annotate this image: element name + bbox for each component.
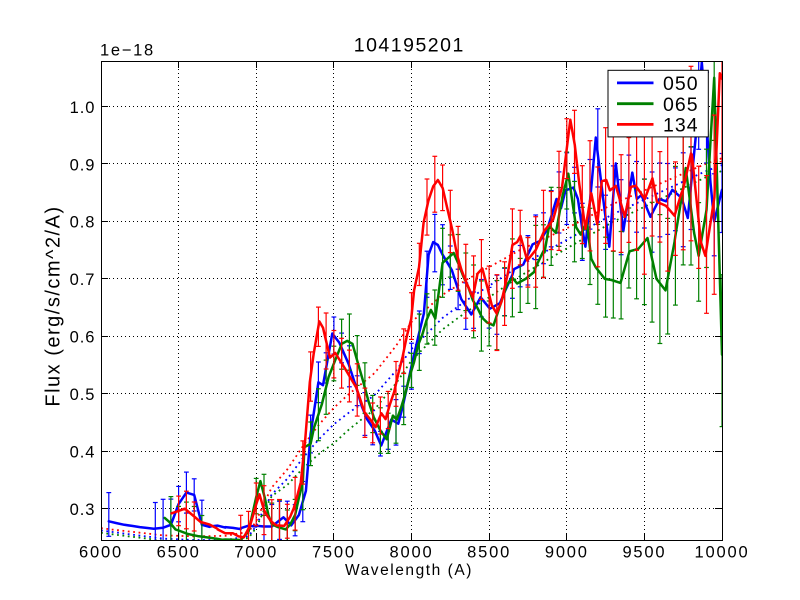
svg-text:0.6: 0.6 bbox=[70, 329, 96, 347]
svg-text:0.9: 0.9 bbox=[70, 156, 96, 174]
svg-text:9000: 9000 bbox=[545, 544, 589, 562]
svg-text:7000: 7000 bbox=[234, 544, 278, 562]
svg-text:7500: 7500 bbox=[312, 544, 356, 562]
svg-text:8500: 8500 bbox=[467, 544, 511, 562]
svg-text:9500: 9500 bbox=[622, 544, 666, 562]
svg-text:0.7: 0.7 bbox=[70, 271, 96, 289]
svg-text:0.8: 0.8 bbox=[70, 214, 96, 232]
svg-text:134: 134 bbox=[663, 115, 699, 137]
svg-text:Flux (erg/s/cm^2/A): Flux (erg/s/cm^2/A) bbox=[43, 205, 65, 406]
svg-text:050: 050 bbox=[663, 73, 699, 95]
svg-text:0.5: 0.5 bbox=[70, 386, 96, 404]
svg-text:6000: 6000 bbox=[79, 544, 123, 562]
svg-text:8000: 8000 bbox=[390, 544, 434, 562]
svg-text:065: 065 bbox=[663, 94, 699, 116]
svg-text:6500: 6500 bbox=[157, 544, 201, 562]
svg-text:1.0: 1.0 bbox=[70, 99, 96, 117]
svg-text:0.4: 0.4 bbox=[70, 444, 96, 462]
svg-text:1e−18: 1e−18 bbox=[100, 41, 155, 59]
svg-text:0.3: 0.3 bbox=[70, 501, 96, 519]
svg-text:104195201: 104195201 bbox=[354, 35, 465, 57]
svg-text:Wavelength (A): Wavelength (A) bbox=[345, 562, 473, 579]
svg-text:10000: 10000 bbox=[695, 544, 750, 562]
